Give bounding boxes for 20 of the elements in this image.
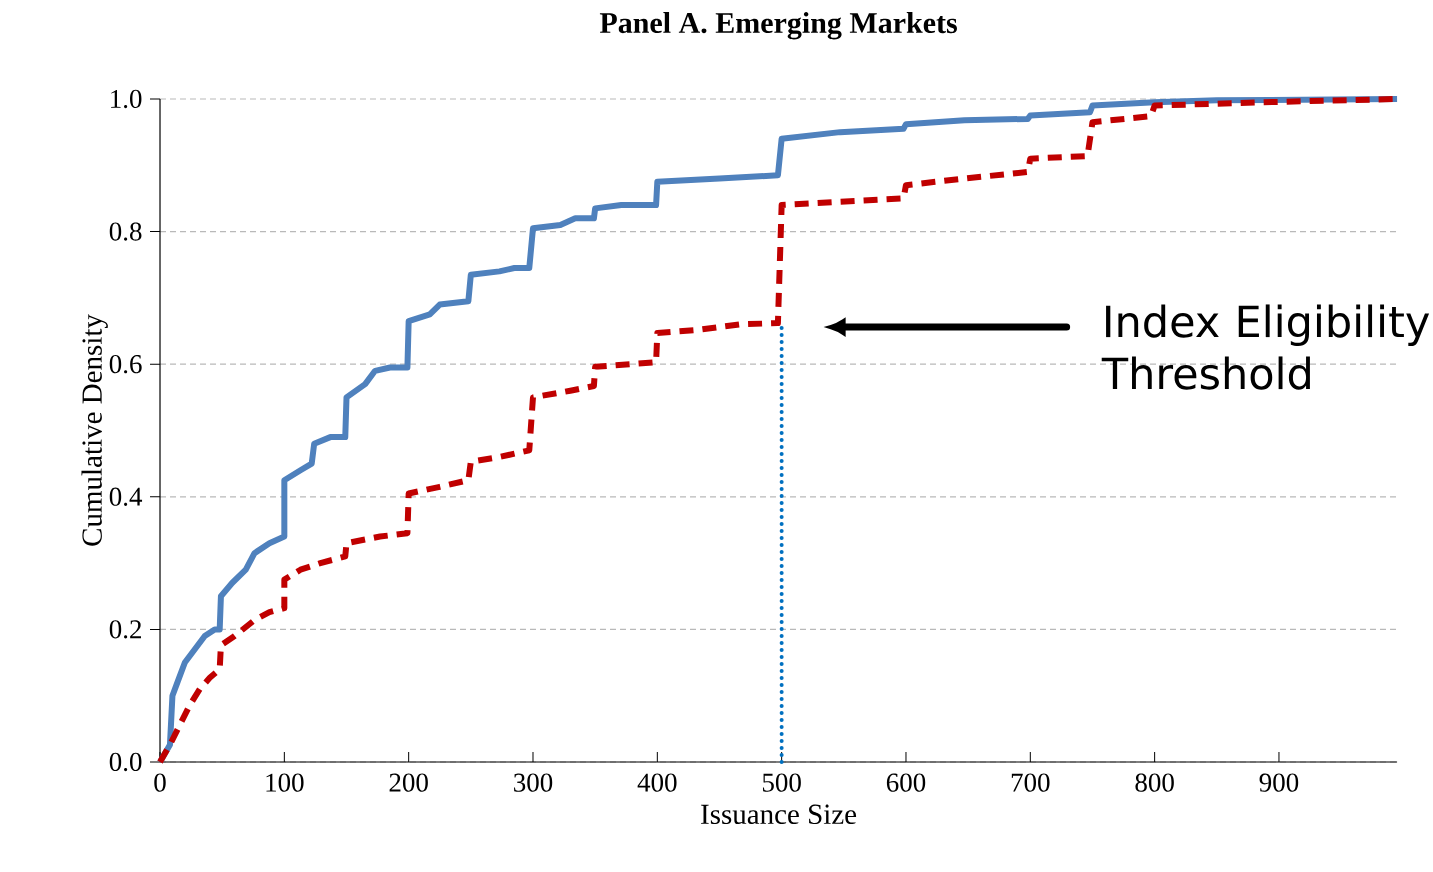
annotation: Index Eligibility Threshold — [1101, 304, 1430, 390]
x-tick-label: 400 — [637, 773, 677, 792]
x-tick-label: 700 — [1011, 773, 1050, 792]
y-tick-label: 0.6 — [109, 355, 142, 374]
y-tick-label: 1.0 — [111, 89, 142, 109]
chart-title: Panel A. Emerging Markets — [599, 12, 957, 40]
x-tick-label: 0 — [154, 773, 166, 792]
y-axis-title: Cumulative Density — [81, 314, 108, 546]
x-tick-label: 200 — [389, 773, 428, 792]
y-tick-label: 0.2 — [109, 620, 141, 639]
x-tick-label: 900 — [1259, 773, 1299, 792]
y-tick-label: 0.0 — [109, 752, 142, 772]
y-tick-label: 0.4 — [109, 487, 143, 506]
x-tick-label: 800 — [1135, 773, 1174, 792]
x-tick-label: 300 — [514, 773, 553, 792]
x-tick-label: 500 — [762, 773, 801, 792]
y-tick-label: 0.8 — [109, 222, 142, 241]
x-tick-label: 600 — [886, 773, 926, 792]
x-axis-title: Issuance Size — [701, 804, 857, 825]
x-tick-label: 100 — [266, 773, 304, 792]
